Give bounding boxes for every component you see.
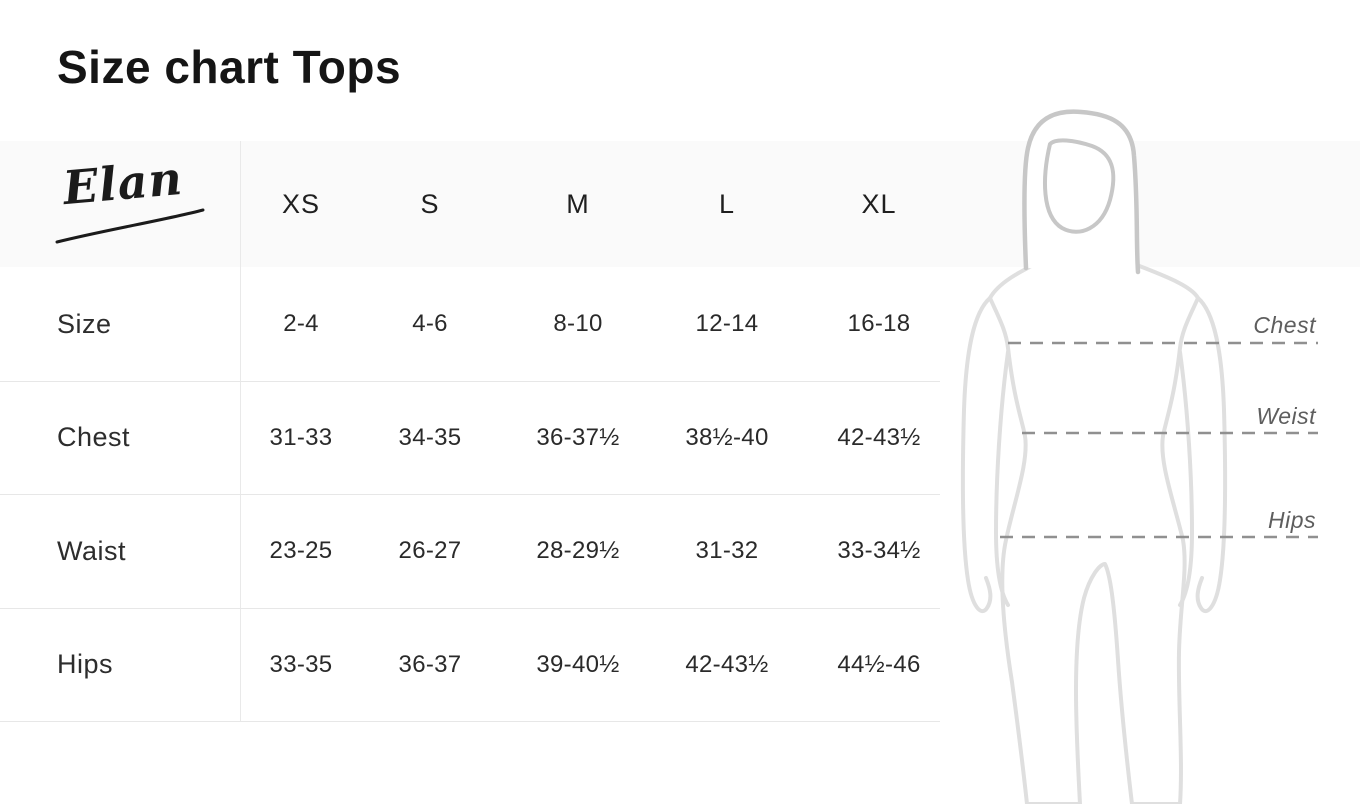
cell-size-xl: 16-18 [847,310,911,337]
row-separator [0,381,940,382]
cell-waist-xl: 33-34½ [837,537,921,564]
cell-hips-xs: 33-35 [269,650,333,678]
woman-silhouette-illustration [960,109,1318,804]
right-arm-inner [1178,350,1194,607]
body-measurement-figure [950,100,1360,804]
cell-hips-xl: 44½-46 [837,650,921,678]
table-row-chest: Chest 31-33 34-35 36-37½ 38½-40 42-43½ [0,381,962,494]
left-arm-outer [960,296,993,614]
cell-hips-l: 42-43½ [685,650,769,678]
cell-chest-m: 36-37½ [536,423,620,451]
cell-waist-xs: 23-25 [269,537,333,564]
cell-size-xs: 2-4 [283,310,319,337]
row-label-chest: Chest [57,422,131,452]
cell-chest-xl: 42-43½ [837,423,921,451]
row-separator [0,494,940,495]
cell-size-l: 12-14 [695,310,759,337]
cell-size-s: 4-6 [412,310,448,337]
table-row-waist: Waist 23-25 26-27 28-29½ 31-32 33-34½ [0,494,962,608]
cell-hips-s: 36-37 [398,650,462,678]
column-header-s: S [420,188,440,219]
column-header-xl: XL [861,188,897,219]
table-row-hips: Hips 33-35 36-37 39-40½ 42-43½ 44½-46 [0,608,962,721]
waist-measure-label: Weist [1256,403,1316,429]
torso-legs-outline [988,248,1200,804]
cell-waist-l: 31-32 [695,537,759,564]
row-separator [0,721,940,722]
table-row-size: Size 2-4 4-6 8-10 12-14 16-18 [0,267,962,381]
cell-chest-l: 38½-40 [685,423,769,451]
table-vertical-divider [240,141,241,722]
brand-logo: Elan [55,150,215,254]
row-label-hips: Hips [57,649,114,679]
chest-measure-label: Chest [1253,312,1316,338]
table-header-row: Elan XS S M L XL [0,141,962,267]
brand-underline-flourish [55,208,205,244]
row-label-waist: Waist [57,535,126,566]
cell-chest-s: 34-35 [398,423,462,451]
cell-size-m: 8-10 [553,310,603,337]
cell-waist-m: 28-29½ [536,537,620,564]
row-label-size: Size [57,308,112,339]
cell-waist-s: 26-27 [398,537,462,564]
column-header-m: M [566,188,590,219]
brand-name: Elan [60,150,185,216]
left-arm-inner [994,350,1010,607]
page-title: Size chart Tops [57,41,402,93]
cell-hips-m: 39-40½ [536,650,620,678]
hips-measure-label: Hips [1267,507,1316,533]
column-header-xs: XS [281,188,321,219]
cell-chest-xs: 31-33 [269,423,333,451]
column-header-l: L [718,188,736,219]
row-separator [0,608,940,609]
face-outline [1043,138,1116,234]
right-arm-outer [1195,296,1228,614]
